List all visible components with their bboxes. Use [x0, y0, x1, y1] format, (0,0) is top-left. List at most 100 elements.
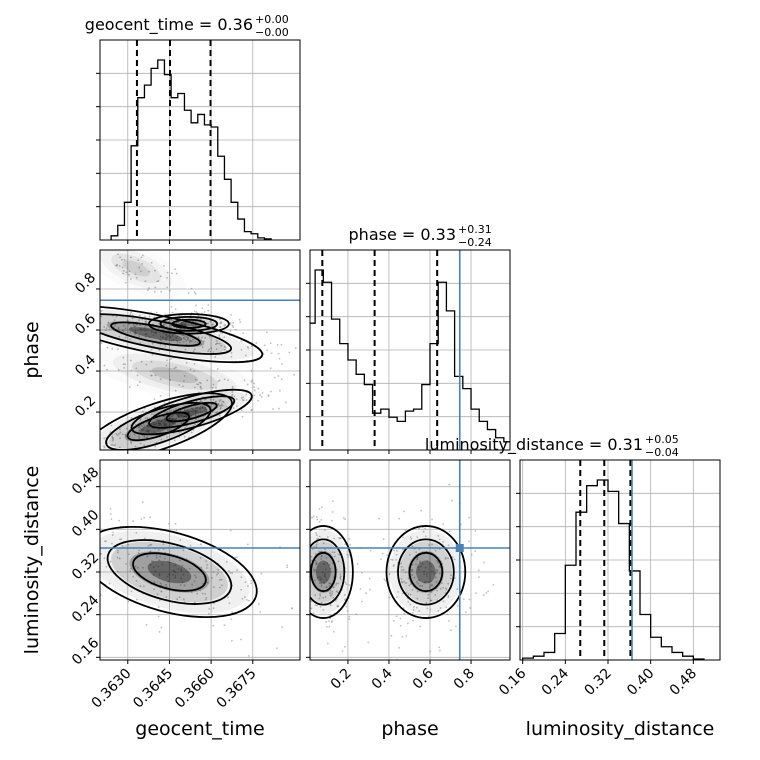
sample-point	[149, 550, 152, 553]
sample-point	[450, 629, 452, 632]
sample-point	[246, 346, 249, 348]
sample-point	[151, 354, 154, 356]
sample-point	[111, 451, 113, 453]
sample-point	[53, 310, 55, 312]
sample-point	[152, 574, 155, 577]
sample-point	[369, 588, 371, 591]
sample-point	[445, 587, 447, 590]
sample-point	[319, 594, 322, 597]
sample-point	[48, 463, 50, 465]
sample-point	[199, 385, 202, 388]
sample-point	[392, 619, 395, 622]
sample-point	[223, 378, 226, 381]
sample-point	[158, 559, 161, 562]
sample-point	[344, 593, 346, 596]
sample-point	[73, 309, 75, 311]
sample-point	[67, 552, 69, 554]
sample-point	[207, 612, 210, 615]
sample-point	[171, 319, 174, 322]
sample-point	[474, 550, 477, 553]
sample-point	[119, 431, 122, 434]
sample-point	[139, 327, 141, 330]
sample-point	[312, 612, 315, 615]
sample-point	[308, 587, 310, 589]
sample-point	[219, 408, 222, 410]
sample-point	[319, 605, 322, 608]
sample-point	[236, 398, 238, 401]
sample-point	[184, 426, 186, 429]
sample-point	[422, 530, 425, 533]
sample-point	[153, 581, 156, 584]
sample-point	[307, 560, 309, 562]
sample-point	[91, 544, 93, 546]
sample-point	[183, 584, 186, 587]
sample-point	[270, 352, 273, 355]
sample-point	[112, 438, 115, 441]
sample-point	[223, 324, 226, 327]
sample-point	[143, 516, 146, 519]
sample-point	[101, 451, 103, 453]
sample-point	[225, 405, 228, 408]
xticklabel-geocent_time-2: 0.3660	[172, 666, 218, 712]
contour-geocent_time-phase-1-2	[171, 318, 207, 329]
sample-point	[121, 266, 124, 269]
density-panel-geocent_time-phase	[48, 249, 320, 465]
sample-point	[462, 598, 465, 601]
sample-point	[421, 562, 424, 565]
sample-point	[246, 599, 248, 601]
sample-point	[328, 582, 331, 585]
sample-point	[195, 400, 198, 403]
sample-point	[289, 549, 291, 551]
sample-point	[151, 330, 154, 332]
sample-point	[442, 586, 444, 589]
sample-point	[177, 567, 180, 570]
sample-point	[339, 573, 342, 576]
sample-point	[203, 311, 206, 313]
sample-point	[344, 518, 347, 521]
sample-point	[315, 516, 318, 518]
sample-point	[180, 322, 183, 325]
sample-point	[403, 581, 405, 583]
sample-point	[157, 280, 160, 282]
sample-point	[318, 364, 320, 366]
sample-point	[145, 430, 148, 433]
sample-point	[280, 343, 283, 346]
sample-point	[448, 483, 451, 486]
sample-point	[446, 613, 449, 616]
sample-point	[233, 395, 236, 398]
sample-point	[411, 545, 414, 548]
sample-point	[142, 427, 145, 429]
xticklabel-geocent_time-1: 0.3645	[130, 666, 176, 712]
sample-point	[400, 578, 403, 580]
sample-point	[169, 428, 172, 431]
sample-point	[194, 410, 197, 413]
sample-point	[429, 650, 432, 653]
sample-point	[418, 568, 420, 571]
sample-point	[183, 323, 186, 326]
sample-point	[163, 417, 166, 420]
histogram-panel-luminosity_distance: luminosity_distance = 0.31 +0.05−0.04	[425, 433, 721, 664]
sample-point	[337, 560, 340, 563]
sample-point	[315, 561, 318, 564]
sample-point	[74, 320, 76, 322]
sample-point	[127, 600, 130, 603]
sample-point	[266, 331, 268, 334]
sample-point	[212, 571, 215, 573]
sample-point	[170, 305, 173, 308]
sample-point	[424, 527, 427, 530]
sample-point	[356, 562, 359, 565]
sample-point	[308, 597, 310, 599]
sample-point	[436, 559, 438, 562]
sample-point	[364, 592, 367, 595]
sample-point	[155, 556, 158, 559]
sample-point	[323, 563, 326, 566]
sample-point	[205, 596, 208, 599]
sample-point	[200, 387, 203, 390]
sample-point	[190, 407, 193, 410]
sample-point	[425, 601, 428, 604]
sample-point	[316, 518, 319, 521]
sample-point	[302, 575, 304, 577]
sample-point	[53, 463, 55, 465]
sample-point	[421, 584, 424, 587]
sample-point	[157, 615, 160, 618]
